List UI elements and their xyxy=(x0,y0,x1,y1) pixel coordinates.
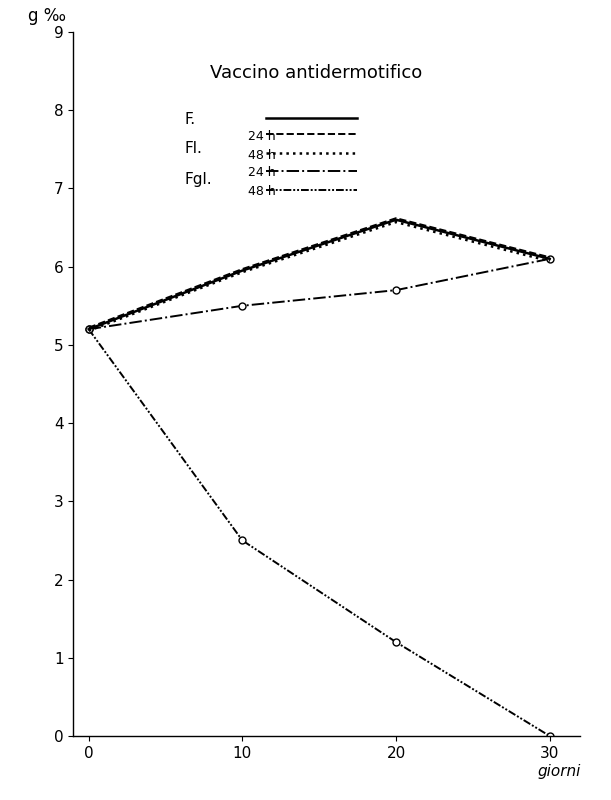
Text: giorni: giorni xyxy=(537,764,580,779)
Text: 48 h: 48 h xyxy=(248,149,276,162)
Text: Fl.: Fl. xyxy=(185,141,203,156)
Text: g ‰: g ‰ xyxy=(27,7,65,25)
Text: 48 h: 48 h xyxy=(248,186,276,198)
Text: Vaccino antidermotifico: Vaccino antidermotifico xyxy=(210,64,422,82)
Text: F.: F. xyxy=(185,113,196,127)
Text: 24 h: 24 h xyxy=(248,166,276,179)
Text: 24 h: 24 h xyxy=(248,130,276,142)
Text: Fgl.: Fgl. xyxy=(185,172,213,187)
